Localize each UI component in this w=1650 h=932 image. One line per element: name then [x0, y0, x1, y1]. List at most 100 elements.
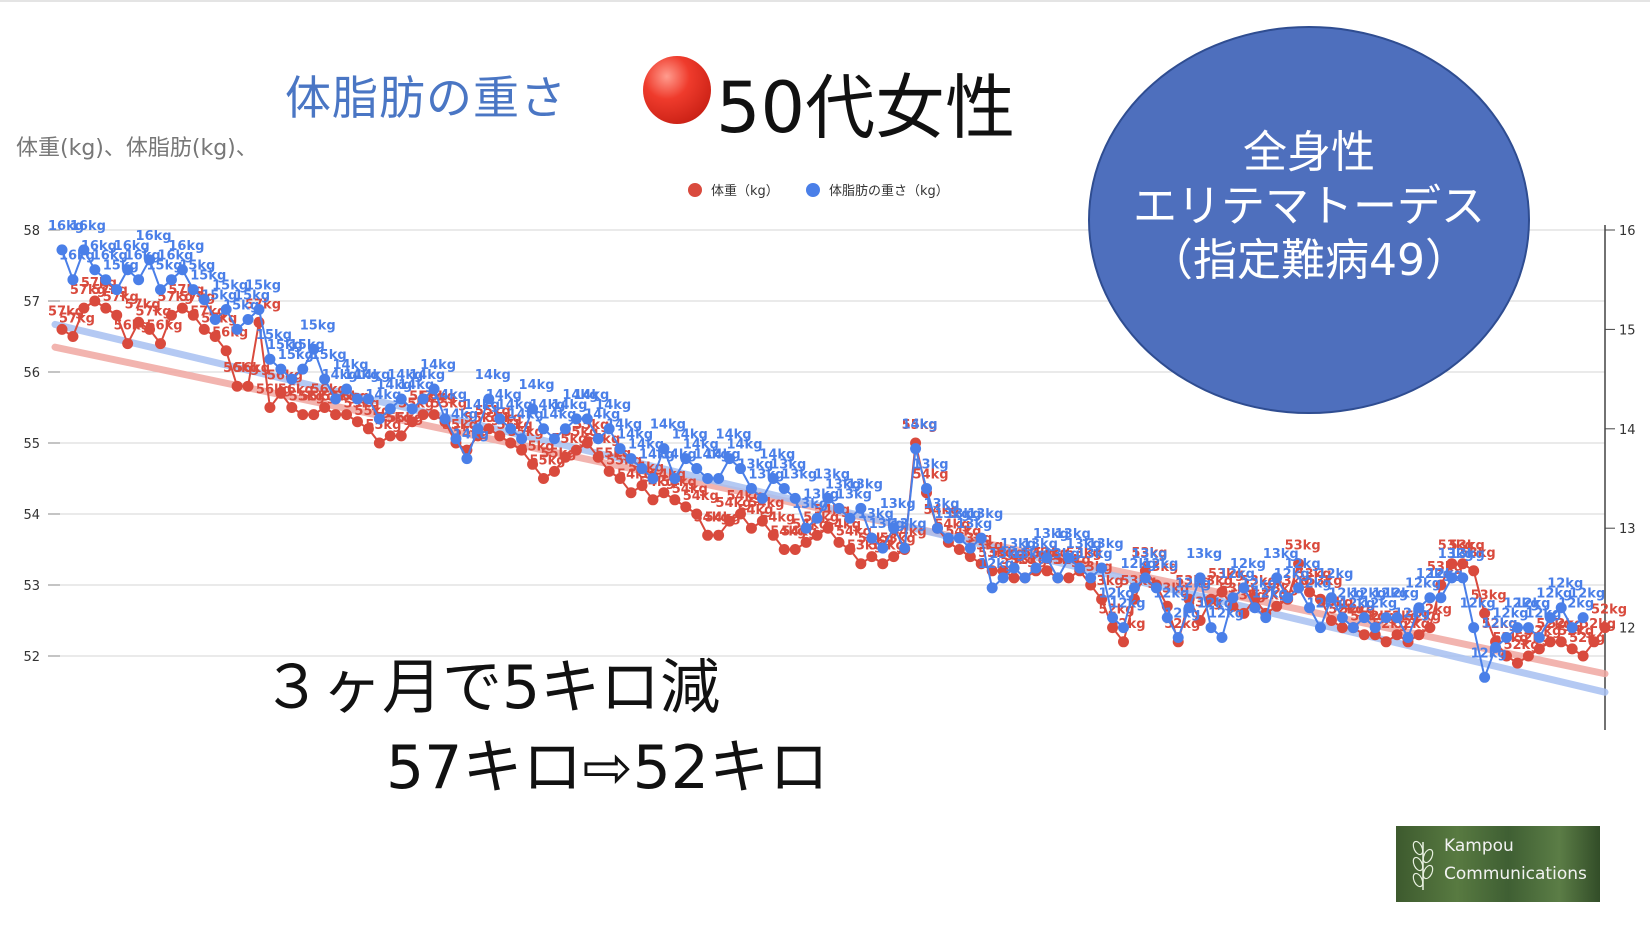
fat-data-label: 14kg [716, 428, 752, 443]
fat-data-label: 12kg [1208, 607, 1244, 622]
fat-point [581, 413, 593, 425]
weight-data-label: 53kg [978, 546, 1014, 561]
fat-point [1336, 612, 1348, 624]
fat-point [1107, 612, 1119, 624]
fat-data-label: 12kg [1317, 567, 1353, 582]
fat-point [187, 284, 199, 296]
fat-point [931, 522, 943, 534]
weight-point [888, 551, 900, 563]
fat-data-label: 14kg [431, 388, 467, 403]
fat-data-label: 12kg [1241, 577, 1277, 592]
fat-data-label: 14kg [726, 438, 762, 453]
fat-data-label: 14kg [475, 368, 511, 383]
y-axis-label: 体重(kg)、体脂肪(kg)、 [16, 136, 258, 161]
weight-data-label: 57kg [59, 312, 95, 327]
fat-data-label: 13kg [1000, 537, 1036, 552]
fat-point [942, 532, 954, 544]
fat-point [1063, 552, 1075, 564]
weight-data-label: 54kg [683, 489, 719, 504]
fat-point [1096, 562, 1108, 574]
weight-point [625, 487, 637, 499]
weight-point [734, 508, 746, 520]
weight-point [1446, 558, 1458, 570]
fat-point [242, 313, 254, 325]
weight-data-label: 53kg [1449, 539, 1485, 554]
weight-data-label: 52kg [1503, 638, 1539, 653]
fat-point [603, 423, 615, 435]
weight-data-label: 54kg [716, 496, 752, 511]
weight-data-label: 56kg [212, 326, 248, 341]
fat-point [100, 274, 112, 286]
weight-point [319, 402, 331, 413]
weight-data-label: 57kg [103, 290, 139, 305]
fat-point [1238, 582, 1250, 594]
fat-point [855, 502, 867, 514]
fat-data-label: 12kg [1230, 557, 1266, 572]
weight-point [756, 515, 768, 527]
weight-point [603, 465, 615, 477]
weight-point [1511, 657, 1523, 669]
fat-data-label: 14kg [387, 368, 423, 383]
fat-point [614, 443, 626, 455]
fat-point [1413, 602, 1425, 614]
weight-point [362, 423, 374, 435]
left-tick-label: 57 [23, 295, 40, 310]
weight-data-label: 53kg [1306, 574, 1342, 589]
subject-title: 50代女性 [716, 67, 1016, 149]
fat-data-label: 12kg [1164, 607, 1200, 622]
weight-point [1413, 629, 1425, 641]
fat-data-label: 14kg [530, 398, 566, 413]
fat-data-label: 14kg [486, 388, 522, 403]
fat-data-label: 13kg [770, 457, 806, 472]
weight-data-label: 55kg [365, 418, 401, 433]
weight-point [220, 345, 232, 357]
weight-data-label: 53kg [1208, 567, 1244, 582]
weight-point [1566, 643, 1578, 655]
fat-data-label: 14kg [650, 418, 686, 433]
weight-data-label: 54kg [770, 525, 806, 540]
weight-point [1216, 586, 1228, 598]
fat-data-label: 13kg [847, 477, 883, 492]
fat-point [220, 304, 232, 316]
weight-point [1424, 622, 1436, 634]
oval-line-2: エリテマトーデス [1133, 181, 1485, 232]
fat-point [1008, 562, 1020, 574]
fat-data-label: 13kg [989, 547, 1025, 562]
weight-point [1380, 636, 1392, 648]
weight-point [242, 380, 254, 392]
fat-data-label: 12kg [1296, 577, 1332, 592]
weight-point [231, 380, 243, 392]
weight-point [351, 416, 363, 428]
weight-data-label: 57kg [157, 290, 193, 305]
fat-point [734, 463, 746, 475]
weight-data-label: 53kg [1142, 560, 1178, 575]
fat-data-label: 12kg [1460, 597, 1496, 612]
weight-data-label: 53kg [1460, 546, 1496, 561]
weight-point [1544, 636, 1556, 648]
weight-point [778, 544, 790, 555]
fat-data-label: 12kg [1099, 587, 1135, 602]
weight-data-label: 53kg [1000, 553, 1036, 568]
fat-data-label: 13kg [1449, 547, 1485, 562]
fat-point [494, 413, 506, 425]
fat-point [1205, 622, 1217, 634]
fat-data-label: 13kg [1022, 537, 1058, 552]
left-tick-label: 54 [23, 508, 40, 523]
weight-data-label: 55kg [902, 418, 938, 433]
right-tick-label: 14 [1619, 423, 1636, 438]
fat-data-label: 13kg [836, 487, 872, 502]
fat-point [680, 453, 692, 465]
fat-data-label: 14kg [322, 368, 358, 383]
top-divider [0, 0, 1650, 2]
red-circle-icon [643, 56, 711, 124]
fat-data-label: 15kg [311, 348, 347, 363]
weight-point [1336, 622, 1348, 634]
fat-point [1380, 612, 1392, 624]
fat-data-label: 14kg [683, 438, 719, 453]
weight-data-label: 57kg [70, 283, 106, 298]
weight-data-label: 53kg [1197, 574, 1233, 589]
legend-label-weight: 体重（kg） [711, 183, 779, 199]
weight-data-label: 52kg [1482, 617, 1518, 632]
fat-data-label: 12kg [1274, 567, 1310, 582]
weight-point [56, 323, 68, 335]
